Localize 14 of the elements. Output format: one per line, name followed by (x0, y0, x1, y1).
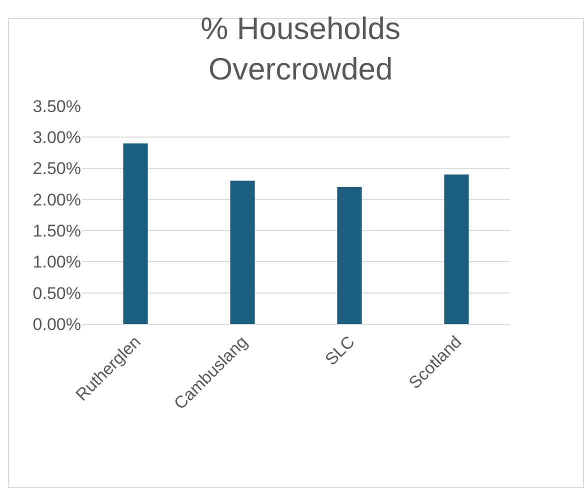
y-tick-label: 1.50% (32, 222, 81, 241)
bar (337, 186, 362, 324)
y-tick-label: 0.00% (32, 314, 81, 334)
x-tick-label: SLC (322, 332, 358, 370)
bar (123, 143, 148, 324)
bar (230, 180, 255, 324)
y-tick-label: 3.50% (32, 96, 81, 116)
y-tick-label: 0.50% (32, 284, 81, 303)
y-tick-label: 2.50% (32, 159, 81, 178)
y-tick-label: 1.00% (32, 252, 81, 272)
chart-title: % Households Overcrowded (200, 11, 401, 86)
bar (444, 174, 469, 324)
y-tick-label: 3.00% (32, 128, 81, 148)
y-tick-label: 2.00% (32, 190, 81, 210)
